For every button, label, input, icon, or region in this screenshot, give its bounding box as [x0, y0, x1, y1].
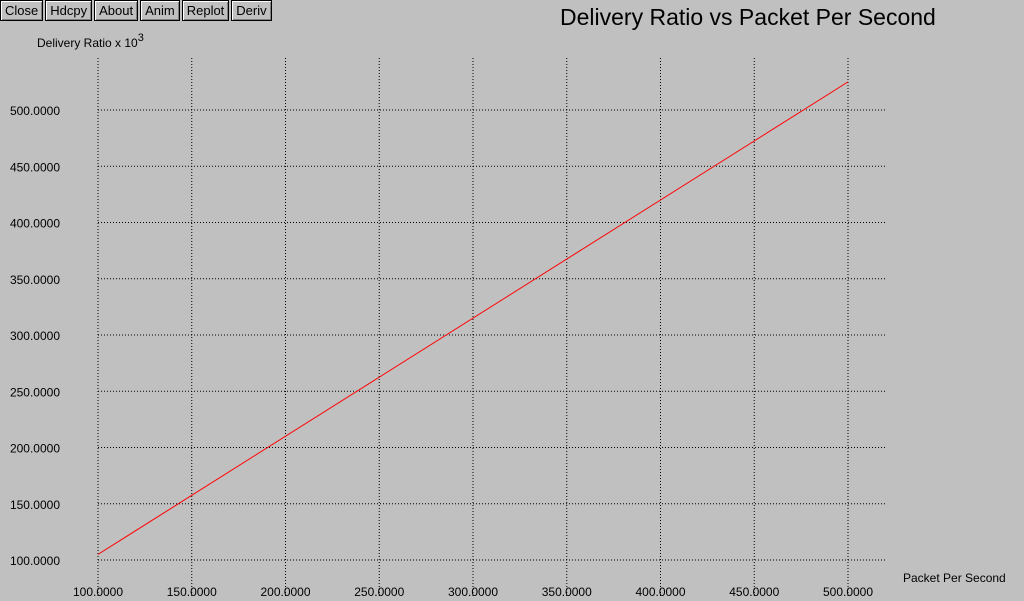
x-tick-label: 450.0000	[729, 585, 779, 599]
series-line	[97, 81, 849, 555]
chart-title: Delivery Ratio vs Packet Per Second	[560, 4, 936, 30]
y-axis-label: Delivery Ratio x 103	[37, 32, 144, 50]
grid-layer	[97, 58, 885, 598]
y-tick-label: 200.0000	[10, 442, 60, 456]
y-tick-label: 450.0000	[10, 160, 60, 174]
y-tick-label: 150.0000	[10, 498, 60, 512]
x-tick-label: 200.0000	[260, 585, 310, 599]
y-tick-label: 400.0000	[10, 217, 60, 231]
x-tick-label: 500.0000	[823, 585, 873, 599]
x-tick-label: 100.0000	[73, 585, 123, 599]
anim-button[interactable]: Anim	[140, 0, 180, 21]
y-tick-label: 350.0000	[10, 273, 60, 287]
close-button[interactable]: Close	[0, 0, 44, 21]
deriv-button[interactable]: Deriv	[231, 0, 272, 21]
x-axis-label: Packet Per Second	[903, 571, 1006, 585]
series-layer	[97, 81, 849, 555]
x-tick-label: 250.0000	[354, 585, 404, 599]
x-tick-label: 300.0000	[448, 585, 498, 599]
y-tick-label: 250.0000	[10, 385, 60, 399]
x-tick-label: 350.0000	[542, 585, 592, 599]
about-button[interactable]: About	[94, 0, 139, 21]
hdcpy-button[interactable]: Hdcpy	[45, 0, 93, 21]
y-tick-label: 500.0000	[10, 104, 60, 118]
x-tick-label: 400.0000	[635, 585, 685, 599]
toolbar: Close Hdcpy About Anim Replot Deriv	[0, 0, 272, 22]
replot-button[interactable]: Replot	[181, 0, 230, 21]
y-axis-label-exponent: 3	[137, 32, 144, 44]
y-tick-label: 300.0000	[10, 329, 60, 343]
x-tick-label: 150.0000	[167, 585, 217, 599]
tick-label-layer: 100.0000 150.0000 200.0000 250.0000 300.0000…	[10, 104, 873, 599]
y-axis-label-text: Delivery Ratio x 10	[37, 36, 138, 50]
y-tick-label: 100.0000	[10, 554, 60, 568]
